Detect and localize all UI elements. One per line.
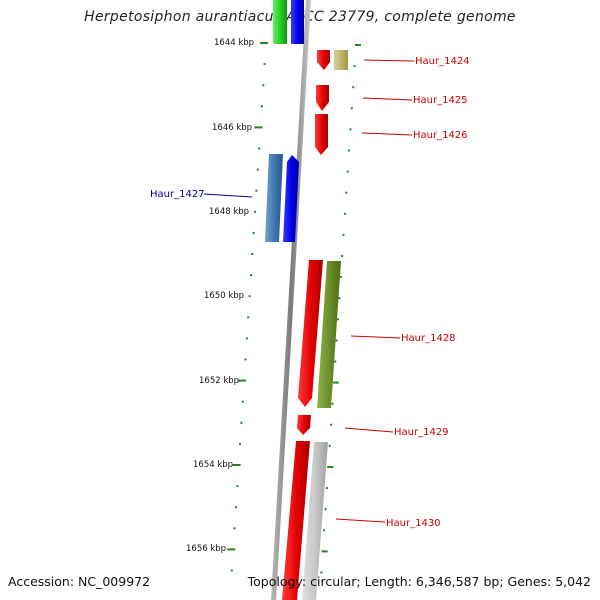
ruler-tick xyxy=(324,508,327,511)
leader-haur-1425 xyxy=(362,97,413,101)
gene-haur-1430[interactable] xyxy=(282,441,310,600)
gene-haur-1427[interactable] xyxy=(283,155,299,242)
ruler-label-1644: 1644 kbp xyxy=(214,38,254,48)
leader-haur-1424 xyxy=(363,59,415,62)
ruler-tick xyxy=(254,210,257,213)
ruler-tick xyxy=(239,442,241,445)
ruler-tick xyxy=(331,402,334,405)
gene-steelblue xyxy=(265,154,283,242)
ruler-tick xyxy=(260,42,268,44)
ruler-tick xyxy=(255,189,258,192)
ruler-tick xyxy=(244,358,247,361)
ruler-tick xyxy=(353,65,356,68)
ruler-tick xyxy=(352,86,355,89)
ruler-tick xyxy=(240,421,243,424)
gene-khaki-small xyxy=(334,50,348,70)
gene-partial-blue xyxy=(291,0,304,44)
ruler-tick xyxy=(236,485,239,488)
label-haur-1425[interactable]: Haur_1425 xyxy=(413,95,468,106)
gene-haur-1426[interactable] xyxy=(315,114,328,155)
ruler-tick xyxy=(349,128,352,131)
ruler-tick xyxy=(334,360,337,363)
ruler-tick xyxy=(256,168,259,171)
leader-haur-1428 xyxy=(350,335,401,339)
ruler-tick xyxy=(341,255,344,257)
ruler-tick xyxy=(343,212,346,215)
ruler-tick xyxy=(348,149,351,152)
ruler-tick xyxy=(232,464,241,466)
leader-haur-1426 xyxy=(361,132,413,136)
ruler-tick xyxy=(230,569,233,572)
ruler-ticks-right xyxy=(320,44,361,574)
ruler-tick xyxy=(335,339,338,342)
ruler-label-1656: 1656 kbp xyxy=(186,544,226,554)
genome-summary-text: Topology: circular; Length: 6,346,587 bp… xyxy=(247,574,591,589)
ruler-label-1652: 1652 kbp xyxy=(199,376,239,386)
gene-haur-1425[interactable] xyxy=(316,85,329,111)
genome-backbone xyxy=(271,0,311,600)
ruler-tick xyxy=(262,84,265,87)
ruler-tick xyxy=(320,571,323,574)
label-haur-1426[interactable]: Haur_1426 xyxy=(413,130,468,141)
ruler-label-1650: 1650 kbp xyxy=(204,291,244,301)
ruler-tick xyxy=(345,191,348,194)
gene-partial-green xyxy=(273,0,287,44)
ruler-tick xyxy=(328,444,331,447)
gene-gray xyxy=(302,442,328,600)
ruler-tick xyxy=(325,487,328,490)
label-haur-1429[interactable]: Haur_1429 xyxy=(394,427,449,438)
ruler-tick xyxy=(338,297,341,300)
gene-haur-1424[interactable] xyxy=(317,50,330,70)
ruler-tick xyxy=(332,381,339,384)
ruler-tick xyxy=(238,379,247,382)
ruler-tick xyxy=(342,233,345,236)
ruler-tick xyxy=(234,506,237,509)
ruler-tick xyxy=(241,400,244,403)
ruler-tick xyxy=(254,126,263,129)
ruler-tick xyxy=(250,274,252,277)
label-haur-1430[interactable]: Haur_1430 xyxy=(386,518,441,529)
ruler-tick xyxy=(252,231,255,234)
ruler-tick xyxy=(258,147,261,150)
ruler-ticks-left xyxy=(227,42,268,572)
ruler-tick xyxy=(350,107,353,110)
ruler-tick xyxy=(330,423,332,426)
ruler-label-1654: 1654 kbp xyxy=(193,460,233,470)
ruler-label-1646: 1646 kbp xyxy=(212,123,252,133)
label-haur-1424[interactable]: Haur_1424 xyxy=(415,56,470,67)
ruler-tick xyxy=(337,318,339,321)
ruler-tick xyxy=(321,550,328,553)
ruler-tick xyxy=(247,316,250,319)
accession-text: Accession: NC_009972 xyxy=(8,574,151,589)
leader-haur-1427 xyxy=(203,193,253,198)
ruler-tick xyxy=(233,527,236,530)
ruler-tick xyxy=(327,466,334,468)
ruler-tick xyxy=(355,44,361,46)
label-haur-1428[interactable]: Haur_1428 xyxy=(401,333,456,344)
ruler-tick xyxy=(339,276,342,279)
leader-haur-1429 xyxy=(344,427,394,433)
ruler-tick xyxy=(323,529,326,532)
ruler-tick xyxy=(263,63,266,66)
ruler-tick xyxy=(346,170,349,173)
gene-haur-1429[interactable] xyxy=(297,415,311,435)
ruler-label-1648: 1648 kbp xyxy=(209,207,249,217)
ruler-tick xyxy=(248,295,251,298)
label-haur-1427[interactable]: Haur_1427 xyxy=(150,189,205,200)
ruler-tick xyxy=(245,337,248,340)
gene-olive xyxy=(317,261,341,408)
ruler-tick xyxy=(260,105,263,108)
ruler-tick xyxy=(227,548,236,551)
leader-haur-1430 xyxy=(335,518,386,523)
gene-haur-1428[interactable] xyxy=(298,260,323,407)
ruler-tick xyxy=(251,253,254,255)
